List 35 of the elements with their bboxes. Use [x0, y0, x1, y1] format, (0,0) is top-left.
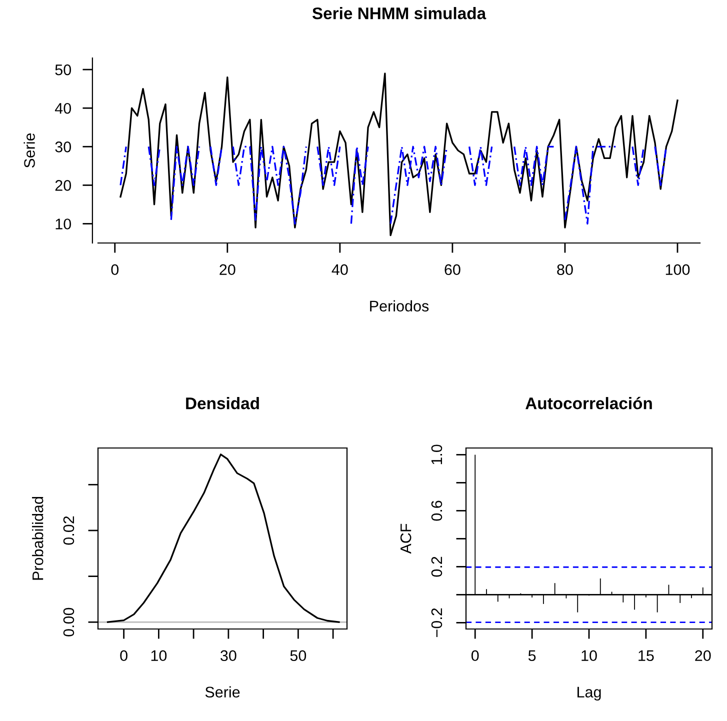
x-tick-label: 20: [220, 264, 236, 276]
x-tick-label: 10: [151, 650, 167, 662]
x-axis-title: Periodos: [370, 300, 429, 312]
x-tick-label: 20: [695, 650, 711, 662]
x-tick-label: 50: [290, 650, 306, 662]
x-tick-label: 100: [666, 264, 690, 276]
x-tick-label: 80: [557, 264, 573, 276]
y-tick-label: 1.0: [431, 444, 442, 464]
chart-title: Autocorrelación: [526, 396, 652, 410]
y-tick-label: 30: [55, 142, 72, 152]
y-tick-label: 0.2: [431, 556, 442, 577]
x-tick-label: 40: [332, 264, 348, 276]
y-tick-label: 0.00: [63, 608, 74, 636]
x-tick-label: 0: [471, 650, 479, 662]
y-axis-title: Serie: [24, 133, 35, 168]
y-axis-title: ACF: [400, 524, 412, 554]
x-tick-label: 0: [111, 264, 119, 276]
y-tick-label: 50: [55, 64, 72, 76]
y-tick-label: 40: [54, 102, 72, 114]
chart-title: Serie NHMM simulada: [312, 7, 486, 20]
y-tick-label: 10: [56, 218, 72, 230]
x-tick-label: 30: [220, 650, 236, 662]
y-tick-label: −0.2: [431, 608, 442, 638]
y-tick-label: 0.02: [63, 516, 74, 545]
x-tick-label: 60: [444, 264, 460, 276]
x-axis-title: Lag: [578, 686, 601, 701]
x-tick-label: 10: [582, 650, 597, 662]
y-axis-title: Probabilidad: [32, 497, 44, 580]
y-tick-label: 20: [55, 180, 72, 191]
x-tick-label: 0: [120, 650, 128, 662]
chart-title: Densidad: [186, 397, 259, 410]
x-tick-label: 15: [638, 650, 654, 662]
x-axis-title: Serie: [205, 686, 240, 698]
x-tick-label: 5: [528, 650, 536, 662]
y-tick-label: 0.6: [431, 500, 442, 521]
